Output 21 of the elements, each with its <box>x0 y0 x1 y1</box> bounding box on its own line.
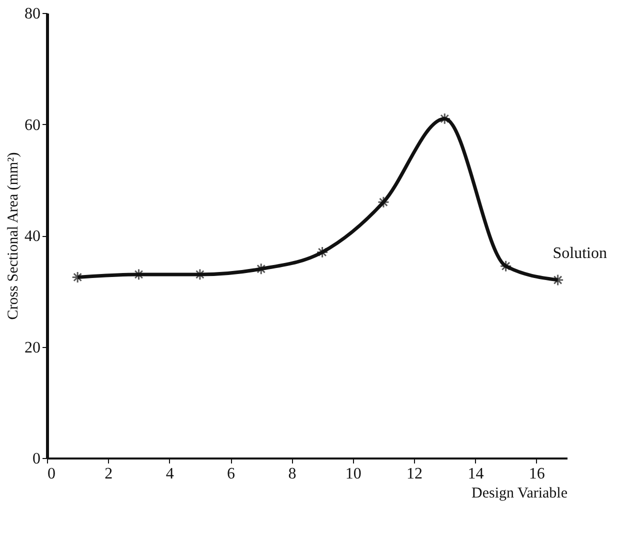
x-tick-label: 6 <box>227 466 236 482</box>
x-tick-label: 0 <box>48 466 56 482</box>
x-axis-title: Design Variable <box>472 486 568 502</box>
y-tick-label: 40 <box>24 228 40 245</box>
x-tick-label: 2 <box>104 466 113 482</box>
y-tick-label: 80 <box>24 6 40 22</box>
point <box>438 112 451 125</box>
x-tick-label: 4 <box>166 466 174 482</box>
x-tick-label: 8 <box>288 466 296 482</box>
point <box>500 260 512 272</box>
y-axis-title: Cross Sectional Area (mm²) <box>6 152 22 320</box>
x-tick-label: 12 <box>406 466 423 482</box>
x-tick-label: 14 <box>468 466 484 482</box>
annotation: Solution <box>552 245 607 262</box>
y-tick-label: 60 <box>24 116 40 134</box>
point <box>316 246 328 258</box>
y-tick-label: 20 <box>24 339 40 356</box>
y-tick-label: 0 <box>32 450 40 468</box>
x-tick-label: 10 <box>345 466 362 482</box>
point <box>377 196 390 208</box>
x-tick-label: 16 <box>528 466 545 482</box>
